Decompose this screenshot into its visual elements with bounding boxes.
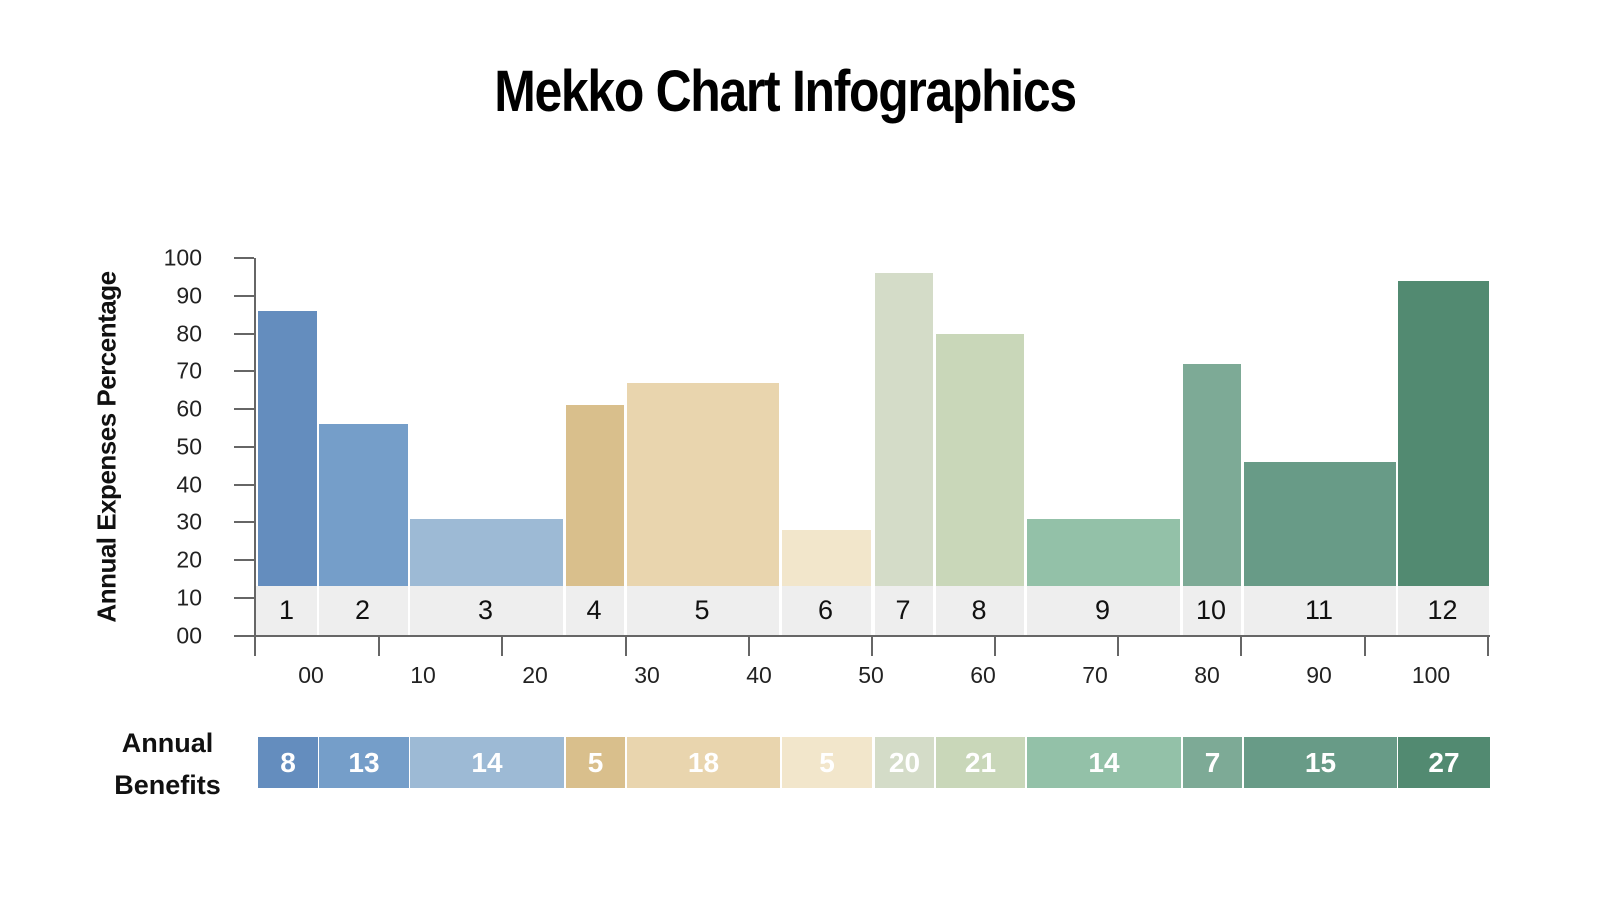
benefit-value-cell: 27: [1398, 737, 1490, 788]
y-axis-title: Annual Expenses Percentage: [91, 271, 122, 623]
category-label: 10: [1181, 586, 1241, 635]
bar-12: [1398, 281, 1489, 586]
y-tick-mark: [234, 295, 254, 297]
x-tick-label: 30: [634, 662, 660, 688]
bar-6: [782, 530, 871, 586]
benefit-value-cell: 5: [566, 737, 625, 788]
x-tick-label: 100: [1411, 662, 1451, 688]
y-tick-label: 70: [176, 357, 202, 384]
bar-5: [627, 383, 779, 586]
bar-10: [1183, 364, 1241, 586]
x-tick-mark: [501, 636, 503, 656]
category-label: 12: [1396, 586, 1489, 635]
benefit-value-cell: 14: [410, 737, 564, 788]
category-divider: [873, 586, 875, 635]
category-divider: [1396, 586, 1398, 635]
x-tick-mark: [254, 636, 256, 656]
category-label: 5: [625, 586, 779, 635]
x-tick-mark: [748, 636, 750, 656]
y-tick-mark: [234, 484, 254, 486]
y-tick-mark: [234, 559, 254, 561]
chart-title: Mekko Chart Infographics: [494, 59, 1077, 124]
category-label: 7: [873, 586, 933, 635]
benefit-value-cell: 18: [627, 737, 780, 788]
bar-4: [566, 405, 624, 586]
category-label: 9: [1025, 586, 1180, 635]
category-label: 3: [408, 586, 563, 635]
y-tick-mark: [234, 408, 254, 410]
benefits-title-line2: Benefits: [114, 770, 221, 800]
y-tick-mark: [234, 370, 254, 372]
y-tick-label: 40: [176, 471, 202, 498]
benefit-value-cell: 20: [875, 737, 934, 788]
y-tick-label: 80: [176, 320, 202, 347]
category-divider: [1242, 586, 1244, 635]
y-tick-label: 00: [176, 622, 202, 649]
benefit-value-cell: 13: [319, 737, 409, 788]
bar-7: [875, 273, 933, 586]
x-tick-label: 10: [410, 662, 436, 688]
bar-1: [258, 311, 317, 586]
benefit-value-cell: 21: [936, 737, 1025, 788]
category-divider: [317, 586, 319, 635]
category-label: 2: [317, 586, 408, 635]
y-tick-mark: [234, 333, 254, 335]
category-label: 4: [564, 586, 624, 635]
x-tick-mark: [1117, 636, 1119, 656]
y-tick-label: 100: [163, 244, 202, 271]
x-tick-mark: [994, 636, 996, 656]
x-tick-mark: [378, 636, 380, 656]
y-axis-line: [254, 258, 256, 636]
y-tick-label: 20: [176, 546, 202, 573]
x-tick-label: 80: [1194, 662, 1220, 688]
y-tick-label: 90: [176, 282, 202, 309]
benefits-title-line1: Annual: [121, 728, 214, 758]
x-axis-line: [234, 635, 1490, 637]
x-tick-mark: [1487, 636, 1489, 656]
x-tick-label: 00: [298, 662, 324, 688]
category-divider: [780, 586, 782, 635]
y-tick-label: 10: [176, 584, 202, 611]
category-divider: [625, 586, 627, 635]
category-label: 6: [780, 586, 871, 635]
benefit-value-cell: 8: [258, 737, 318, 788]
y-tick-mark: [234, 446, 254, 448]
x-tick-mark: [871, 636, 873, 656]
y-tick-label: 30: [176, 508, 202, 535]
category-label: 8: [934, 586, 1024, 635]
category-divider: [1181, 586, 1183, 635]
x-tick-label: 40: [746, 662, 772, 688]
y-tick-mark: [234, 597, 254, 599]
benefit-value-cell: 15: [1244, 737, 1397, 788]
benefit-value-cell: 14: [1027, 737, 1181, 788]
y-tick-label: 60: [176, 395, 202, 422]
benefit-value-cell: 5: [782, 737, 872, 788]
benefit-value-cell: 7: [1183, 737, 1242, 788]
category-label: 11: [1242, 586, 1396, 635]
category-divider: [564, 586, 566, 635]
x-tick-label: 90: [1306, 662, 1332, 688]
y-tick-mark: [234, 257, 254, 259]
bar-3: [410, 519, 563, 586]
x-tick-mark: [1240, 636, 1242, 656]
bar-8: [936, 334, 1024, 586]
x-tick-label: 60: [970, 662, 996, 688]
x-tick-label: 20: [522, 662, 548, 688]
category-divider: [1025, 586, 1027, 635]
x-tick-label: 50: [858, 662, 884, 688]
category-divider: [408, 586, 410, 635]
benefits-row-title: Annual Benefits: [100, 722, 235, 806]
bar-2: [319, 424, 408, 586]
y-tick-label: 50: [176, 433, 202, 460]
y-tick-mark: [234, 635, 254, 637]
category-divider: [934, 586, 936, 635]
x-tick-mark: [625, 636, 627, 656]
x-tick-label: 70: [1082, 662, 1108, 688]
bar-11: [1244, 462, 1396, 586]
category-label: 1: [256, 586, 317, 635]
x-tick-mark: [1364, 636, 1366, 656]
y-tick-mark: [234, 521, 254, 523]
bar-9: [1027, 519, 1180, 586]
